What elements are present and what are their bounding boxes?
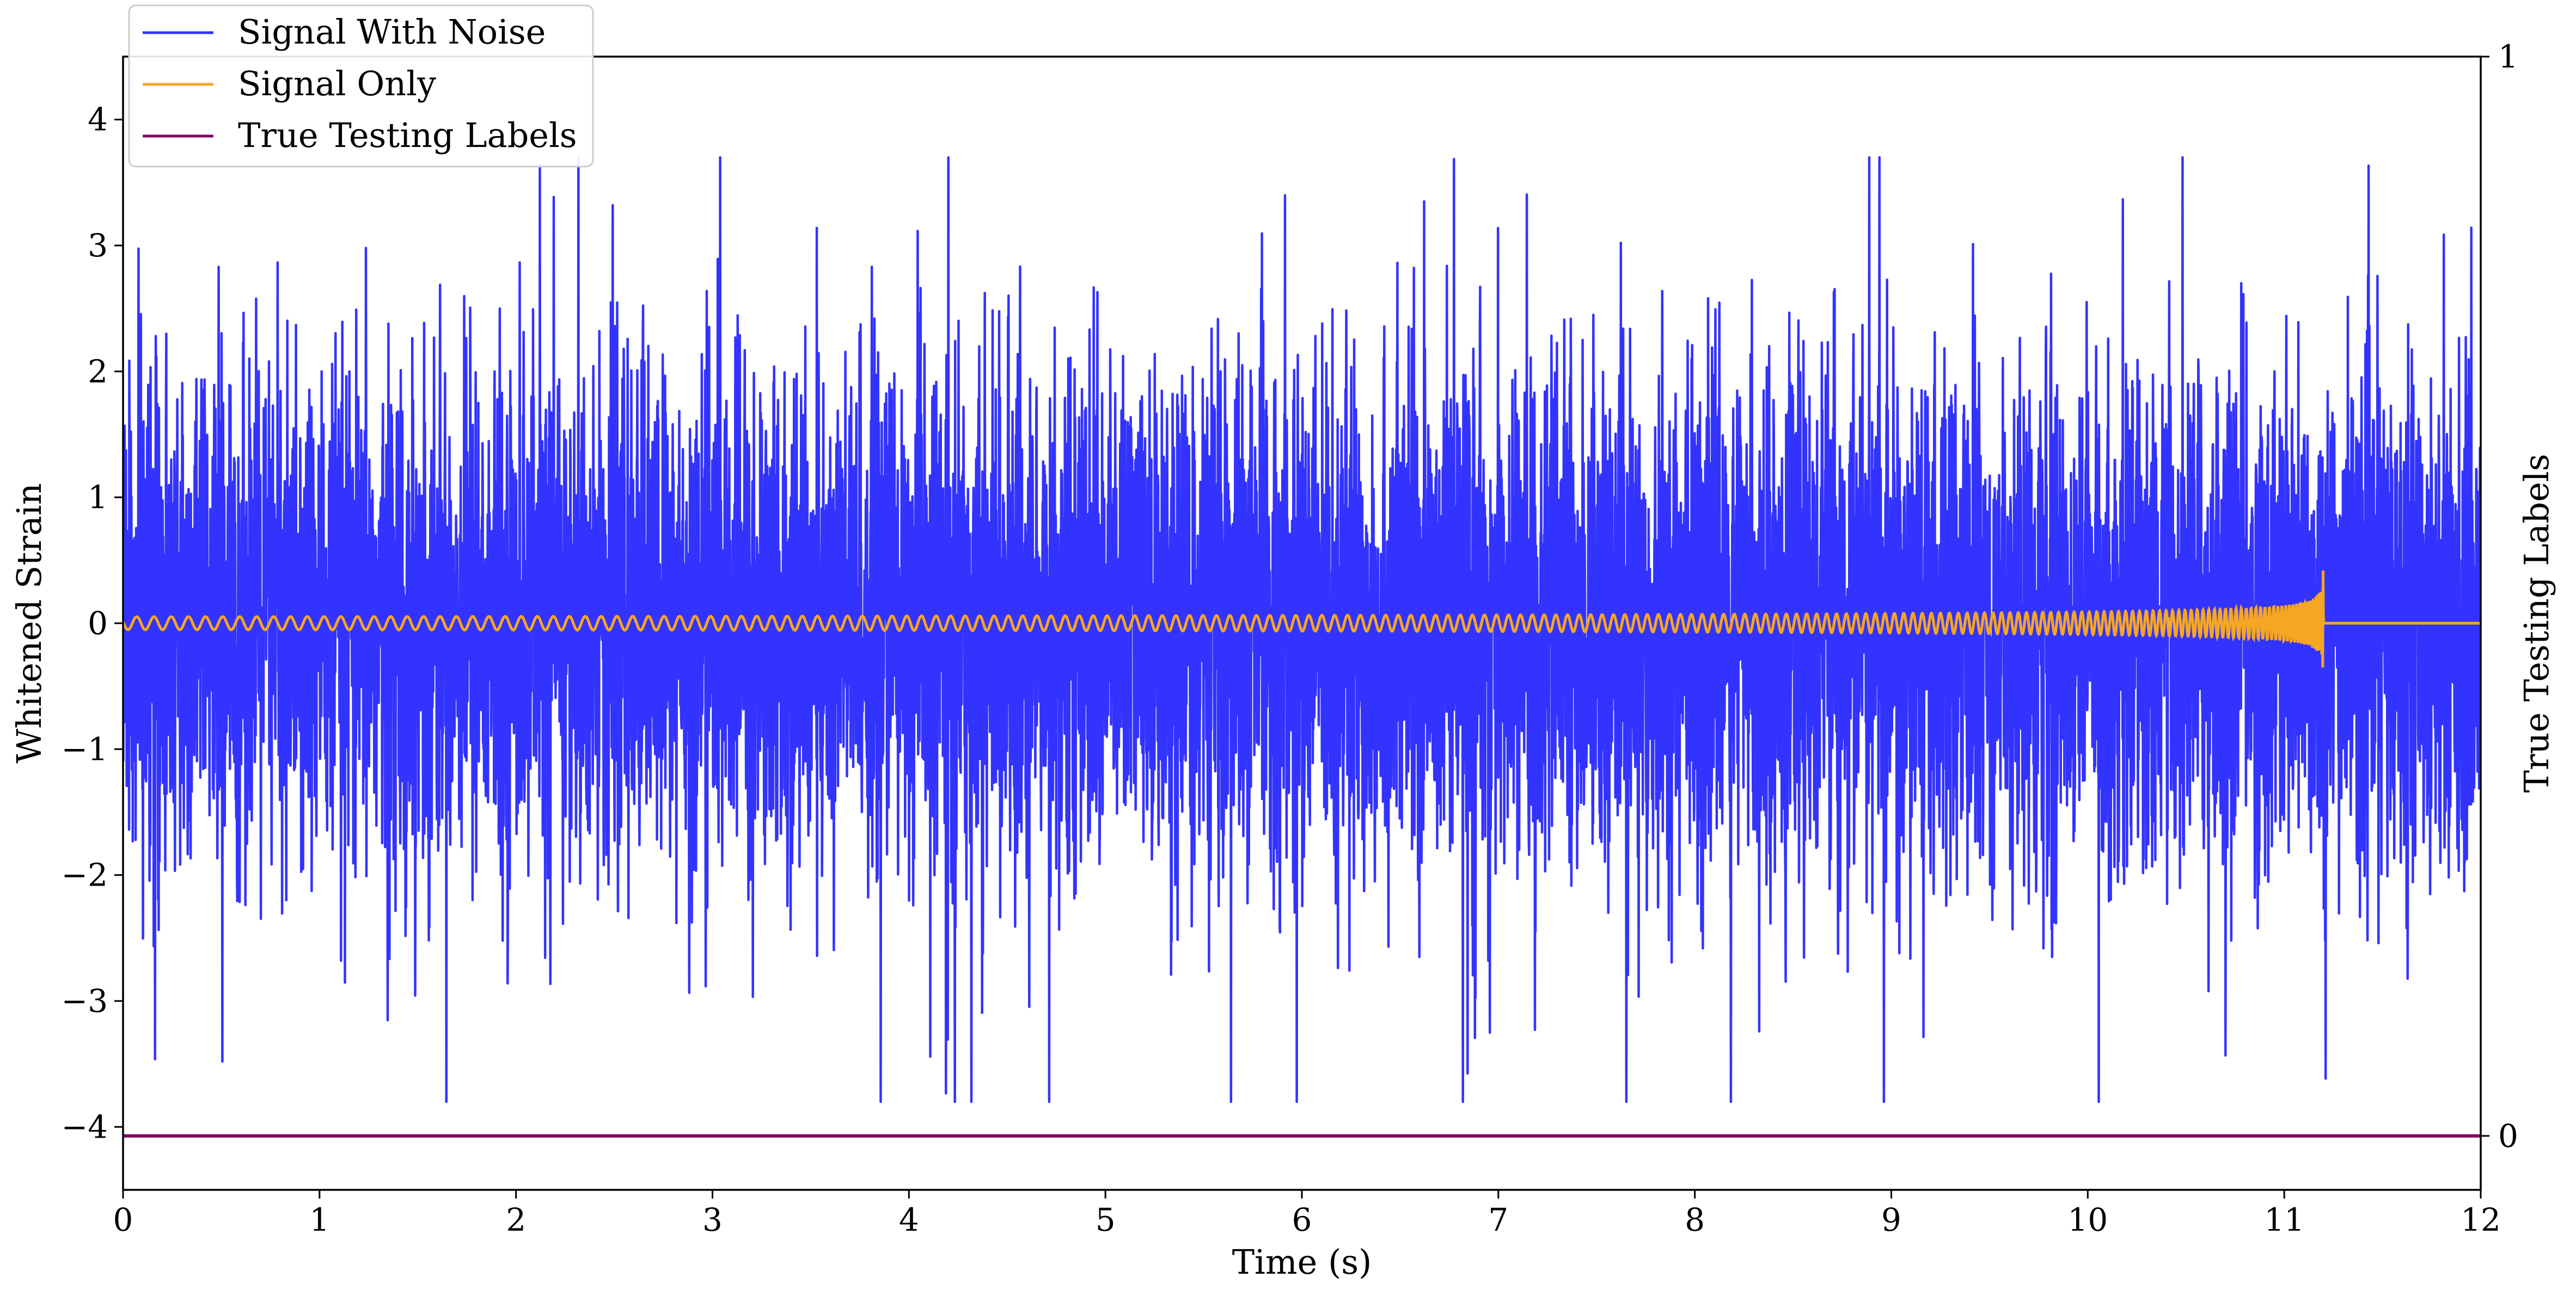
x-tick-label: 3 <box>702 1201 723 1238</box>
legend-box <box>128 4 594 168</box>
y-tick-label: 4 <box>88 101 108 138</box>
legend-item-true-testing-labels: True Testing Labels <box>143 115 577 155</box>
y-tick-label: 1 <box>88 479 108 516</box>
x-tick-label: 11 <box>2264 1201 2304 1238</box>
x-tick-label: 9 <box>1881 1201 1901 1238</box>
y-tick-label: 2 <box>88 353 108 390</box>
x-tick-label: 6 <box>1292 1201 1312 1238</box>
series-signal-only <box>123 570 2481 668</box>
y-tick-label: 0 <box>88 605 108 642</box>
x-tick-label: 7 <box>1488 1201 1508 1238</box>
legend: Signal With Noise Signal Only True Testi… <box>128 4 594 168</box>
y2-tick-label: 1 <box>2498 38 2518 75</box>
legend-item-signal-with-noise: Signal With Noise <box>143 12 546 52</box>
y-axis: −4 −3 −2 −1 0 1 2 3 4 <box>62 101 123 1145</box>
series-signal-with-noise <box>123 156 2481 1103</box>
plot-area <box>123 156 2481 1138</box>
legend-label: Signal With Noise <box>238 12 546 52</box>
y-tick-label: −1 <box>62 730 108 767</box>
legend-item-signal-only: Signal Only <box>143 64 436 103</box>
x-tick-label: 10 <box>2067 1201 2108 1238</box>
legend-label: True Testing Labels <box>238 115 577 155</box>
y-tick-label: −3 <box>62 982 108 1019</box>
x-tick-label: 12 <box>2461 1201 2501 1238</box>
x-tick-label: 1 <box>309 1201 329 1238</box>
x-tick-label: 4 <box>899 1201 919 1238</box>
y-axis-label: Whitened Strain <box>9 483 49 764</box>
legend-label: Signal Only <box>238 64 436 103</box>
x-axis: 0 1 2 3 4 5 6 7 8 9 10 11 12 <box>113 1190 2501 1238</box>
x-axis-label: Time (s) <box>1232 1242 1372 1282</box>
y-tick-label: −2 <box>62 857 108 894</box>
y2-axis: 01 <box>2481 38 2518 1154</box>
y-tick-label: −4 <box>62 1108 108 1145</box>
y2-tick-label: 0 <box>2498 1117 2518 1154</box>
x-tick-label: 2 <box>506 1201 526 1238</box>
x-tick-label: 5 <box>1096 1201 1116 1238</box>
y2-axis-label: True Testing Labels <box>2517 454 2556 793</box>
y-tick-label: 3 <box>88 227 108 264</box>
x-tick-label: 0 <box>113 1201 133 1238</box>
x-tick-label: 8 <box>1685 1201 1705 1238</box>
